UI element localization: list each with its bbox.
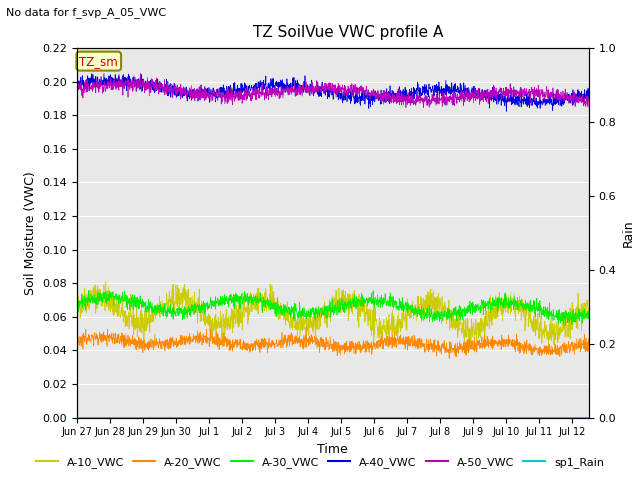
Text: TZ_sm: TZ_sm xyxy=(79,55,118,68)
Title: TZ SoilVue VWC profile A: TZ SoilVue VWC profile A xyxy=(253,25,444,40)
Text: No data for f_svp_A_05_VWC: No data for f_svp_A_05_VWC xyxy=(6,7,166,18)
Legend: A-10_VWC, A-20_VWC, A-30_VWC, A-40_VWC, A-50_VWC, sp1_Rain: A-10_VWC, A-20_VWC, A-30_VWC, A-40_VWC, … xyxy=(31,452,609,472)
Y-axis label: Rain: Rain xyxy=(622,219,635,247)
X-axis label: Time: Time xyxy=(317,443,348,456)
Y-axis label: Soil Moisture (VWC): Soil Moisture (VWC) xyxy=(24,171,36,295)
